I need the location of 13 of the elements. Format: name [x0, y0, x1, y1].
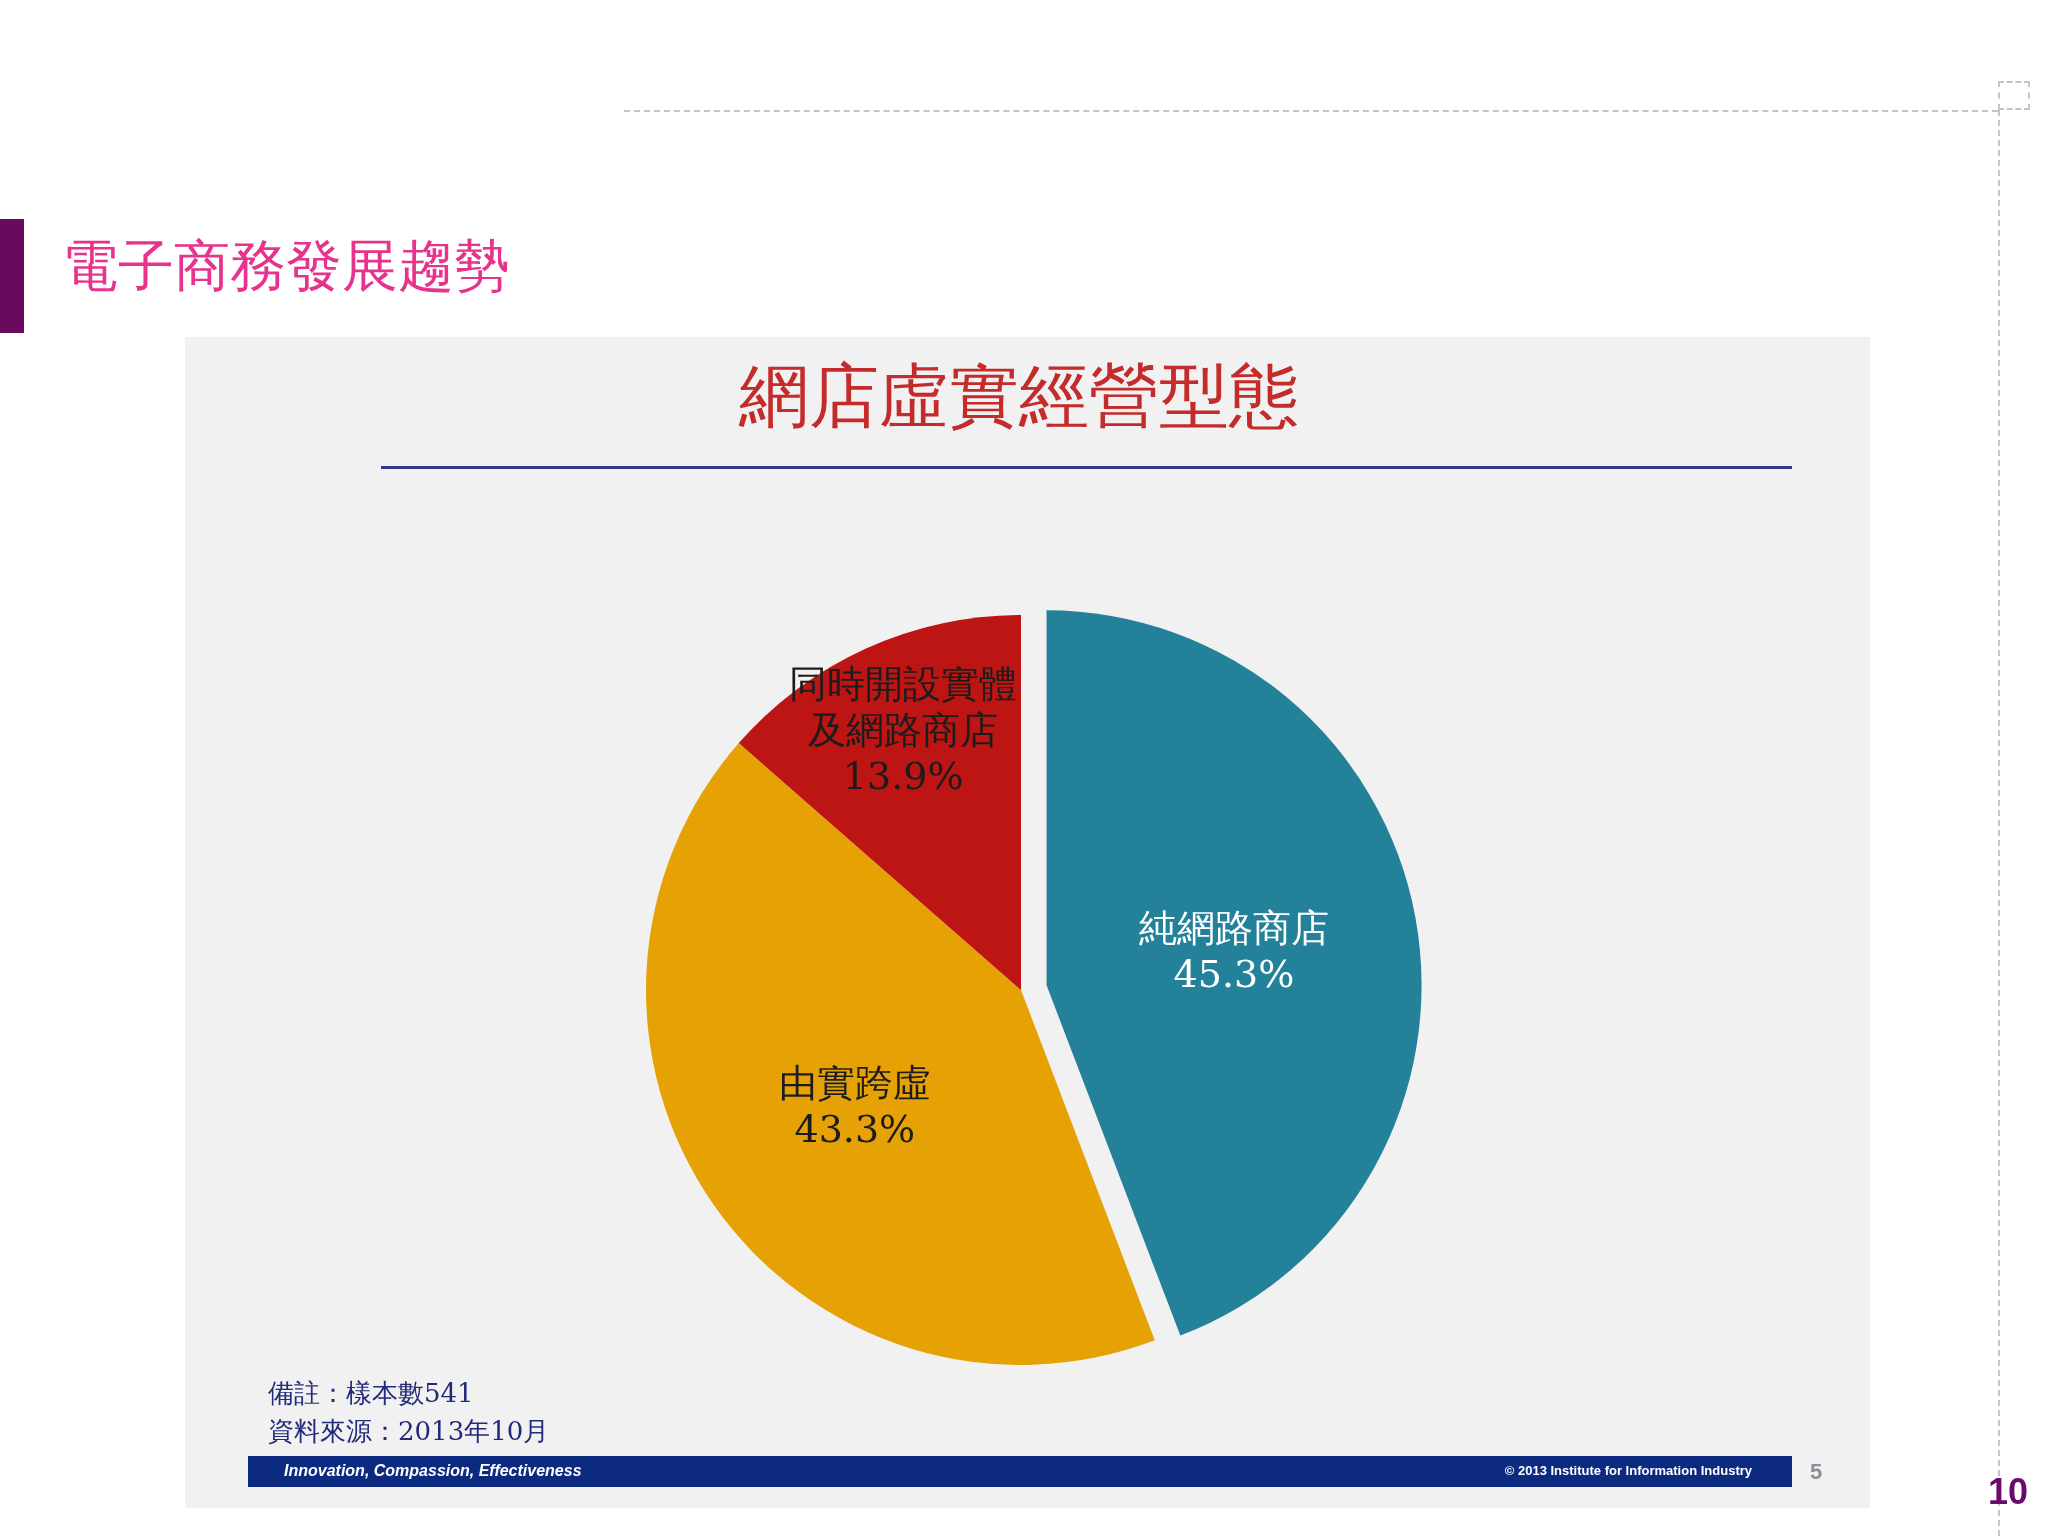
- chart-subtitle: 電子商務發展趨勢: [62, 233, 510, 298]
- text: 5: [1810, 1459, 1823, 1485]
- text: 10: [1988, 1471, 2029, 1512]
- data-label: 45.3%: [1173, 951, 1295, 996]
- slice-label: 純網路商店: [1138, 905, 1329, 950]
- chart-title: 網店虛實經營型態: [738, 356, 1300, 436]
- source-note: 資料來源：2013年10月: [268, 1415, 550, 1447]
- slice-label: 由實跨虛: [778, 1060, 931, 1105]
- data-label: 43.3%: [794, 1106, 916, 1151]
- data-label: 13.9%: [842, 754, 964, 799]
- text: 備註：樣本數541: [268, 1377, 474, 1409]
- text: Innovation, Compassion, Effectiveness: [284, 1461, 582, 1481]
- text: © 2013 Institute for Information Industry: [1504, 1462, 1752, 1480]
